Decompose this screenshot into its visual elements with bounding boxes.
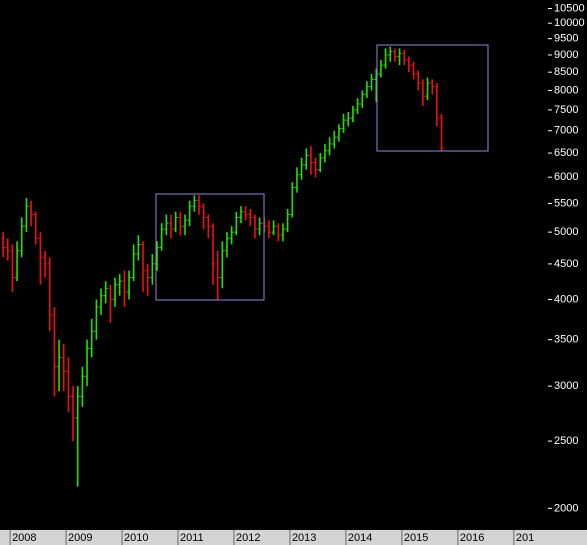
x-tick-label: 2016	[460, 532, 484, 544]
x-tick-label: 2009	[68, 532, 92, 544]
y-tick-label: 7000	[554, 125, 578, 137]
y-tick-label: 8000	[554, 84, 578, 96]
y-tick-label: 6500	[554, 147, 578, 159]
y-tick-label: 9500	[554, 33, 578, 45]
y-tick-label: 5500	[554, 197, 578, 209]
y-tick-label: 7500	[554, 104, 578, 116]
x-tick-label: 2008	[12, 532, 36, 544]
y-tick-label: 6000	[554, 171, 578, 183]
y-tick-label: 4500	[554, 258, 578, 270]
x-tick-label: 2015	[404, 532, 428, 544]
x-tick-label: 2013	[292, 532, 316, 544]
plot-area	[1, 46, 444, 487]
x-tick-label: 2014	[348, 532, 372, 544]
x-tick-label: 201	[516, 532, 534, 544]
y-tick-label: 3000	[554, 380, 578, 392]
y-tick-label: 10000	[554, 17, 585, 29]
x-axis-strip	[0, 530, 587, 545]
y-tick-label: 2000	[554, 502, 578, 514]
y-tick-label: 2500	[554, 435, 578, 447]
y-tick-label: 5000	[554, 226, 578, 238]
y-tick-label: 9000	[554, 49, 578, 61]
highlight-box	[155, 193, 265, 301]
y-tick-label: 8500	[554, 66, 578, 78]
highlight-box	[376, 44, 489, 152]
y-tick-label: 3500	[554, 334, 578, 346]
x-tick-label: 2010	[124, 532, 148, 544]
x-tick-label: 2011	[180, 532, 204, 544]
y-tick-label: 10500	[554, 2, 585, 14]
y-tick-label: 4000	[554, 293, 578, 305]
x-tick-label: 2012	[236, 532, 260, 544]
